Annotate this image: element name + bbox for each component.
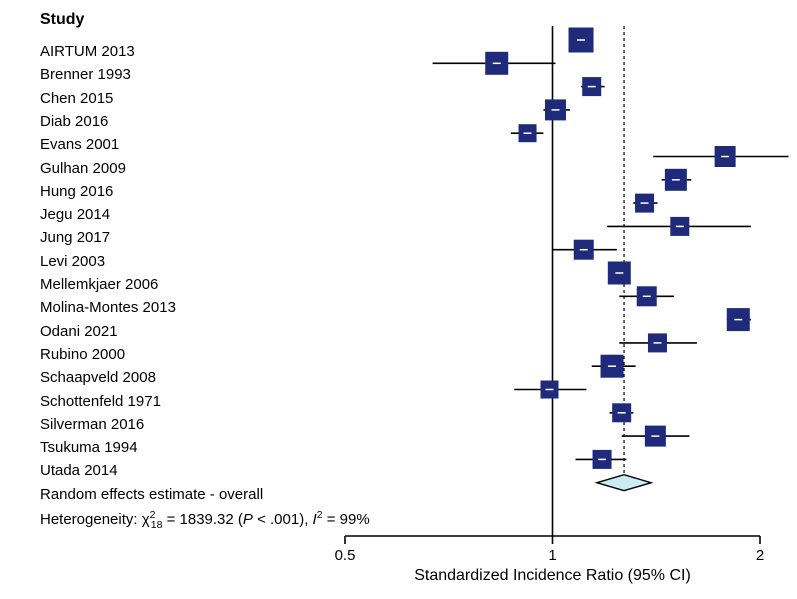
study-label: Jegu 2014: [40, 207, 110, 222]
x-axis-label: Standardized Incidence Ratio (95% CI): [414, 567, 691, 584]
study-label: Diab 2016: [40, 114, 108, 129]
study-label: Odani 2021: [40, 324, 118, 339]
study-label: Utada 2014: [40, 463, 118, 478]
study-label: Schaapveld 2008: [40, 370, 156, 385]
forest-plot-container: Study AIRTUM 2013 Brenner 1993 Chen 2015 Di…: [0, 0, 797, 594]
study-label: Brenner 1993: [40, 67, 131, 82]
study-label: Tsukuma 1994: [40, 440, 138, 455]
summary-label: Random effects estimate - overall: [40, 487, 263, 502]
heterogeneity-text: Heterogeneity: χ218 = 1839.32 (P < .001)…: [40, 510, 370, 531]
forest-plot-svg: 0.5 1 2 Standardized Incidence Ratio (95% C…: [0, 0, 797, 594]
x-axis-tick-label: 1: [548, 547, 556, 564]
study-label: Jung 2017: [40, 230, 110, 245]
study-label: Molina-Montes 2013: [40, 300, 176, 315]
study-label: Mellemkjaer 2006: [40, 277, 158, 292]
study-label: Hung 2016: [40, 184, 113, 199]
study-label: Evans 2001: [40, 137, 119, 152]
study-label: Rubino 2000: [40, 347, 125, 362]
study-heading: Study: [40, 12, 84, 28]
x-axis-tick-label: 0.5: [335, 547, 356, 564]
study-label: Chen 2015: [40, 91, 113, 106]
study-label: Schottenfeld 1971: [40, 394, 161, 409]
study-label: Silverman 2016: [40, 417, 144, 432]
summary-diamond: [597, 475, 651, 491]
study-label: Gulhan 2009: [40, 161, 126, 176]
study-label: Levi 2003: [40, 254, 105, 269]
study-label: AIRTUM 2013: [40, 44, 135, 59]
x-axis-tick-label: 2: [756, 547, 764, 564]
study-labels-column: Study AIRTUM 2013Brenner 1993Chen 2015Di…: [40, 12, 84, 28]
